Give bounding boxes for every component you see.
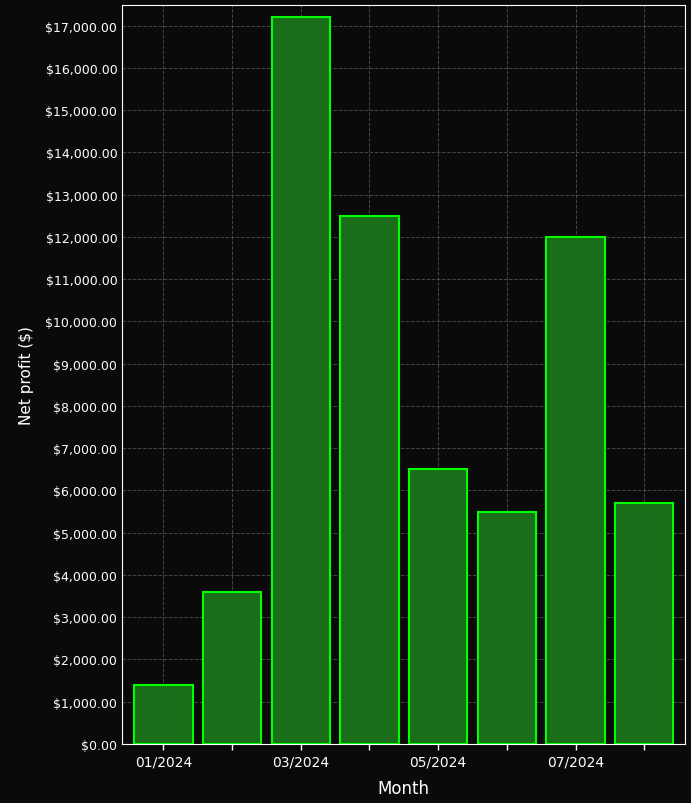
Bar	[615, 503, 674, 744]
Bar	[547, 238, 605, 744]
Bar	[272, 18, 330, 744]
Y-axis label: Net profit ($): Net profit ($)	[19, 325, 35, 424]
Bar	[340, 217, 399, 744]
Bar	[477, 512, 536, 744]
Bar	[134, 685, 193, 744]
Bar	[203, 592, 261, 744]
X-axis label: Month: Month	[378, 780, 430, 797]
Bar	[409, 470, 467, 744]
